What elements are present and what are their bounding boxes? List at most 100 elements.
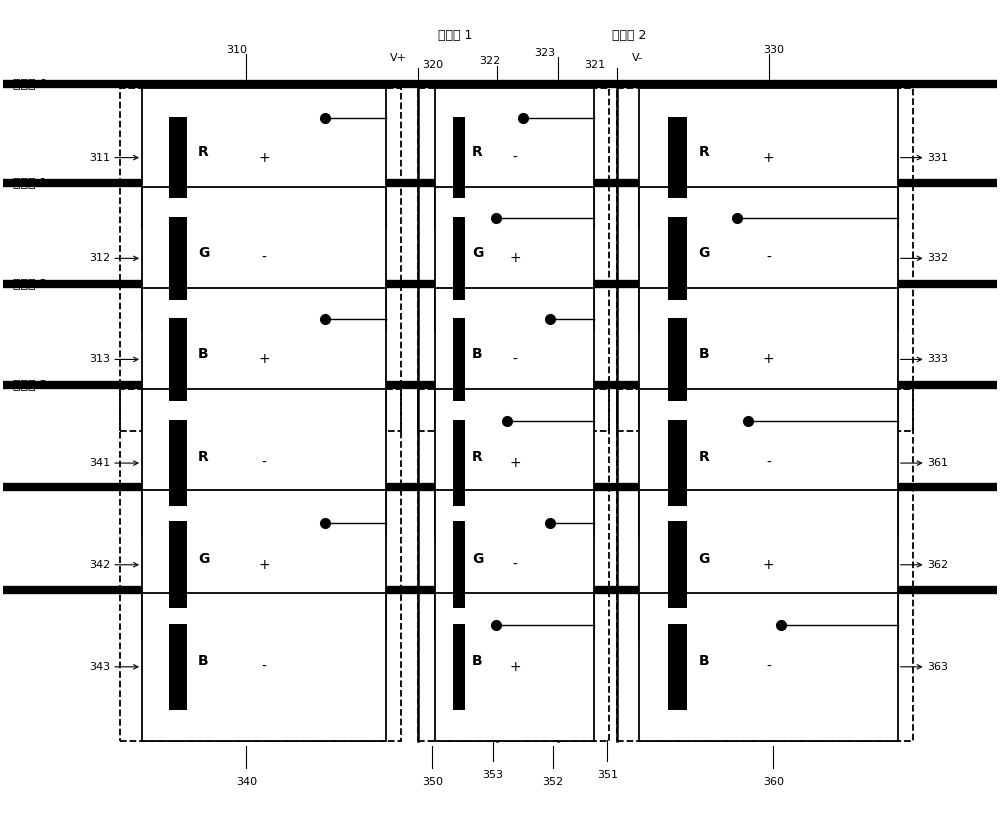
- Text: 352: 352: [542, 777, 563, 787]
- Text: -: -: [766, 252, 771, 265]
- Bar: [169, 420, 187, 506]
- Text: 363: 363: [928, 662, 949, 672]
- Text: 公共线 1: 公共线 1: [13, 177, 47, 190]
- Text: 320: 320: [422, 59, 443, 70]
- Bar: [435, 287, 594, 431]
- Bar: [435, 186, 594, 330]
- Text: 312: 312: [89, 253, 110, 264]
- Text: R: R: [198, 145, 209, 159]
- Bar: [639, 389, 898, 537]
- Text: +: +: [509, 456, 521, 470]
- Text: R: R: [699, 145, 709, 159]
- Text: -: -: [512, 558, 517, 571]
- Text: 353: 353: [483, 770, 504, 781]
- Text: G: G: [472, 246, 483, 260]
- Bar: [435, 490, 594, 640]
- Bar: [142, 593, 386, 741]
- Bar: [120, 88, 401, 431]
- Bar: [169, 521, 187, 608]
- Bar: [418, 88, 609, 431]
- Bar: [668, 317, 687, 401]
- Text: 340: 340: [236, 777, 257, 787]
- Text: B: B: [472, 654, 483, 668]
- Bar: [668, 217, 687, 300]
- Text: -: -: [261, 660, 266, 674]
- Text: -: -: [261, 456, 266, 470]
- Bar: [617, 88, 913, 431]
- Bar: [617, 389, 913, 741]
- Text: B: B: [699, 654, 709, 668]
- Bar: [169, 217, 187, 300]
- Text: +: +: [509, 660, 521, 674]
- Bar: [453, 624, 465, 710]
- Bar: [639, 88, 898, 228]
- Text: 330: 330: [763, 45, 784, 55]
- Text: G: G: [472, 552, 483, 566]
- Text: 数据线 1: 数据线 1: [438, 28, 472, 42]
- Bar: [453, 420, 465, 506]
- Bar: [453, 217, 465, 300]
- Bar: [142, 490, 386, 640]
- Text: G: G: [699, 552, 710, 566]
- Text: 310: 310: [226, 45, 247, 55]
- Text: -: -: [766, 456, 771, 470]
- Bar: [668, 624, 687, 710]
- Text: 331: 331: [928, 152, 949, 163]
- Bar: [169, 117, 187, 199]
- Bar: [435, 88, 594, 228]
- Text: 332: 332: [928, 253, 949, 264]
- Bar: [169, 624, 187, 710]
- Text: 公共线 3: 公共线 3: [13, 379, 47, 392]
- Text: B: B: [198, 347, 209, 361]
- Text: B: B: [472, 347, 483, 361]
- Text: 350: 350: [422, 777, 443, 787]
- Text: +: +: [258, 558, 270, 571]
- Text: V+: V+: [390, 53, 407, 63]
- Text: 333: 333: [928, 354, 949, 365]
- Bar: [142, 186, 386, 330]
- Bar: [639, 490, 898, 640]
- Text: R: R: [198, 450, 209, 464]
- Bar: [639, 593, 898, 741]
- Bar: [668, 521, 687, 608]
- Text: -: -: [261, 252, 266, 265]
- Text: R: R: [472, 145, 483, 159]
- Text: +: +: [763, 352, 774, 366]
- Bar: [639, 287, 898, 431]
- Text: +: +: [509, 252, 521, 265]
- Bar: [668, 117, 687, 199]
- Text: 341: 341: [89, 458, 110, 468]
- Text: -: -: [512, 151, 517, 164]
- Bar: [142, 88, 386, 228]
- Text: 343: 343: [89, 662, 110, 672]
- Text: G: G: [699, 246, 710, 260]
- Text: 323: 323: [534, 48, 555, 58]
- Text: G: G: [198, 246, 209, 260]
- Bar: [453, 521, 465, 608]
- Text: B: B: [198, 654, 209, 668]
- Text: R: R: [699, 450, 709, 464]
- Bar: [169, 317, 187, 401]
- Text: +: +: [258, 352, 270, 366]
- Text: 361: 361: [928, 458, 949, 468]
- Text: 311: 311: [89, 152, 110, 163]
- Text: 362: 362: [928, 560, 949, 570]
- Text: 313: 313: [89, 354, 110, 365]
- Bar: [435, 593, 594, 741]
- Text: 公共线 2: 公共线 2: [13, 278, 47, 291]
- Text: +: +: [258, 151, 270, 164]
- Text: 360: 360: [763, 777, 784, 787]
- Bar: [142, 389, 386, 537]
- Text: 公共线 0: 公共线 0: [13, 78, 47, 91]
- Text: R: R: [472, 450, 483, 464]
- Text: 322: 322: [479, 56, 501, 67]
- Text: 数据线 2: 数据线 2: [612, 28, 646, 42]
- Bar: [453, 117, 465, 199]
- Text: +: +: [763, 558, 774, 571]
- Text: -: -: [512, 352, 517, 366]
- Bar: [435, 389, 594, 537]
- Text: -: -: [766, 660, 771, 674]
- Bar: [453, 317, 465, 401]
- Text: 351: 351: [597, 770, 618, 781]
- Bar: [418, 389, 609, 741]
